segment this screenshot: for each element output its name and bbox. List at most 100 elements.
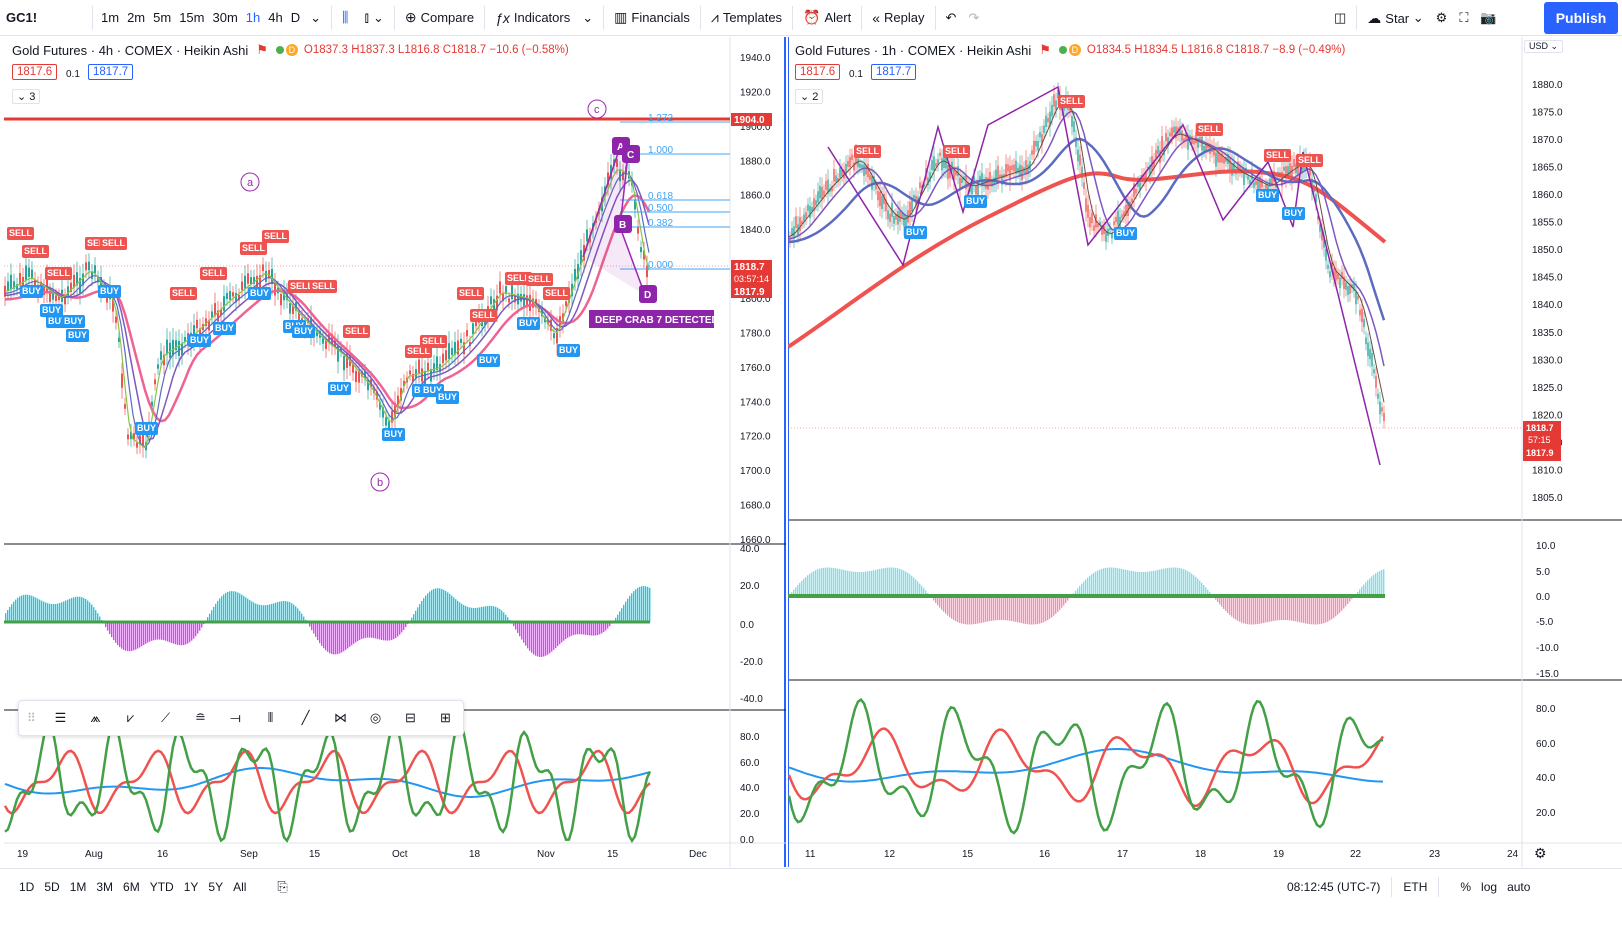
templates-button[interactable]: ⩘ Templates [705, 0, 788, 36]
xabcd-pattern-icon[interactable]: ⋈ [334, 710, 347, 725]
candle-body [505, 286, 507, 294]
right-chart[interactable]: 1880.0 1875.0 1870.0 1865.0 1860.0 1855.0 1850… [788, 37, 1622, 867]
left-indicators-collapse-button[interactable]: ⌄ 3 [12, 89, 41, 104]
candle-body [1027, 164, 1029, 175]
date-tick-label: 15 [962, 849, 974, 860]
interval-30m[interactable]: 30m [212, 10, 238, 25]
sell-signal-marker: SELL [1196, 123, 1224, 136]
settings-button[interactable]: ⚙ [1430, 0, 1454, 36]
histogram-bar [269, 604, 271, 622]
histogram-bar [1167, 567, 1169, 596]
bar-style-button[interactable]: ⫼ [336, 0, 358, 36]
snapshot-button[interactable]: 📷 [1474, 0, 1502, 36]
redo-button[interactable]: ↷ [962, 0, 985, 36]
fib-spiral-icon[interactable]: ◎ [369, 710, 382, 725]
date-range-icon[interactable]: ⊞ [440, 710, 451, 725]
left-sell-price-button[interactable]: 1817.6 [12, 64, 58, 80]
session-button[interactable]: ETH [1403, 880, 1428, 894]
candle-body [953, 166, 955, 181]
right-close: C1818.7 [1225, 44, 1270, 56]
replay-button[interactable]: «Replay [866, 0, 930, 36]
histogram-bar [625, 601, 627, 622]
left-chart-canvas[interactable]: 1940.01920.01900.01880.01860.01840.01820… [0, 37, 786, 867]
trend-line-icon[interactable]: ╱ [301, 710, 310, 725]
range-1m[interactable]: 1M [69, 879, 87, 894]
interval-1h[interactable]: 1h [245, 10, 261, 25]
interval-2m[interactable]: 2m [127, 10, 146, 25]
histogram-bar [179, 622, 181, 646]
indicators-button[interactable]: ƒx Indicators [489, 0, 576, 36]
range-1y[interactable]: 1Y [183, 879, 199, 894]
log-toggle[interactable]: log [1481, 880, 1498, 894]
range-5d[interactable]: 5D [44, 879, 60, 894]
histogram-bar [67, 599, 69, 622]
range-1d[interactable]: 1D [19, 879, 35, 894]
interval-4h[interactable]: 4h [268, 10, 283, 25]
indicators-dropdown[interactable]: ⌄ [582, 9, 594, 25]
price-tick-label: 1870.0 [1532, 135, 1563, 146]
candle-body [46, 276, 48, 292]
range-6m[interactable]: 6M [123, 879, 140, 894]
right-chart-canvas[interactable]: 1880.01875.01870.01865.01860.01855.01850… [788, 37, 1622, 867]
horizontal-lines-icon[interactable]: ☰ [54, 710, 67, 725]
interval-D[interactable]: D [290, 10, 301, 25]
candle-body [574, 269, 576, 281]
publish-button[interactable]: Publish [1544, 2, 1618, 34]
candle-body [1333, 268, 1335, 279]
symbol-search[interactable]: GC1! [0, 0, 88, 36]
percent-toggle[interactable]: % [1460, 880, 1472, 894]
histogram-bar [909, 574, 911, 596]
candle-body [1183, 138, 1185, 143]
auto-toggle[interactable]: auto [1507, 880, 1531, 894]
histogram-bar [917, 581, 919, 596]
histogram-bar [219, 598, 221, 622]
candle-body [550, 319, 552, 331]
clock-readout[interactable]: 08:12:45 (UTC-7) [1287, 880, 1381, 894]
undo-button[interactable]: ↶ [940, 0, 963, 36]
histogram-bar [577, 622, 579, 635]
horizontal-ray-icon[interactable]: ⟞ [230, 710, 241, 725]
right-indicators-collapse-button[interactable]: ⌄ 2 [795, 89, 824, 104]
histogram-bar [1235, 596, 1237, 620]
financials-button[interactable]: ▥ Financials [608, 0, 696, 36]
drag-handle-icon[interactable]: ⠿ [27, 711, 36, 725]
currency-button[interactable]: USD ⌄ [1524, 40, 1564, 53]
histogram-bar [1017, 596, 1019, 623]
histogram-bar [31, 595, 33, 622]
candle-body [178, 340, 180, 356]
fib-channel-icon[interactable]: ≘ [195, 710, 206, 725]
interval-15m[interactable]: 15m [179, 10, 205, 25]
right-buy-price-button[interactable]: 1817.7 [871, 64, 917, 80]
abcd-pattern-icon[interactable]: ⩕ [90, 710, 101, 725]
range-3m[interactable]: 3M [96, 879, 114, 894]
range-5y[interactable]: 5Y [208, 879, 224, 894]
histogram-bar [287, 601, 289, 622]
layout-button[interactable]: ◫ [1328, 0, 1352, 36]
range-ytd[interactable]: YTD [149, 879, 174, 894]
chart-settings-button[interactable]: ⚙ [1534, 845, 1547, 862]
vertical-lines-icon[interactable]: ⦀ [267, 710, 274, 725]
price-range-icon[interactable]: ⊟ [405, 710, 416, 725]
right-sell-price-button[interactable]: 1817.6 [795, 64, 841, 80]
layout-name-button[interactable]: ☁ Star ⌄ [1367, 9, 1424, 26]
interval-5m[interactable]: 5m [153, 10, 172, 25]
histogram-bar [573, 622, 575, 635]
candle-body [157, 364, 159, 369]
interval-dropdown-chevron-icon[interactable]: ⌄ [310, 9, 322, 25]
trend-angle-icon[interactable]: ⟋ [160, 710, 171, 725]
histogram-bar [857, 571, 859, 596]
left-buy-price-button[interactable]: 1817.7 [88, 64, 134, 80]
fullscreen-button[interactable]: ⛶ [1453, 0, 1474, 36]
publish-label: Publish [1555, 10, 1607, 26]
goto-date-icon[interactable]: ⎘ [277, 878, 288, 894]
chart-type-button[interactable]: ⫾ ⌄ [364, 9, 384, 25]
left-chart[interactable]: 1940.01920.01900.01880.01860.01840.01820… [0, 37, 786, 867]
histogram-bar [353, 622, 355, 644]
candle-body [1069, 107, 1071, 112]
alert-button[interactable]: ⏰ Alert [797, 0, 857, 36]
interval-1m[interactable]: 1m [101, 10, 120, 25]
compare-button[interactable]: ⊕ Compare [399, 0, 480, 36]
candle-body [1145, 170, 1147, 183]
elliott-wave-icon[interactable]: ⩗ [126, 710, 135, 725]
range-all[interactable]: All [233, 879, 247, 894]
